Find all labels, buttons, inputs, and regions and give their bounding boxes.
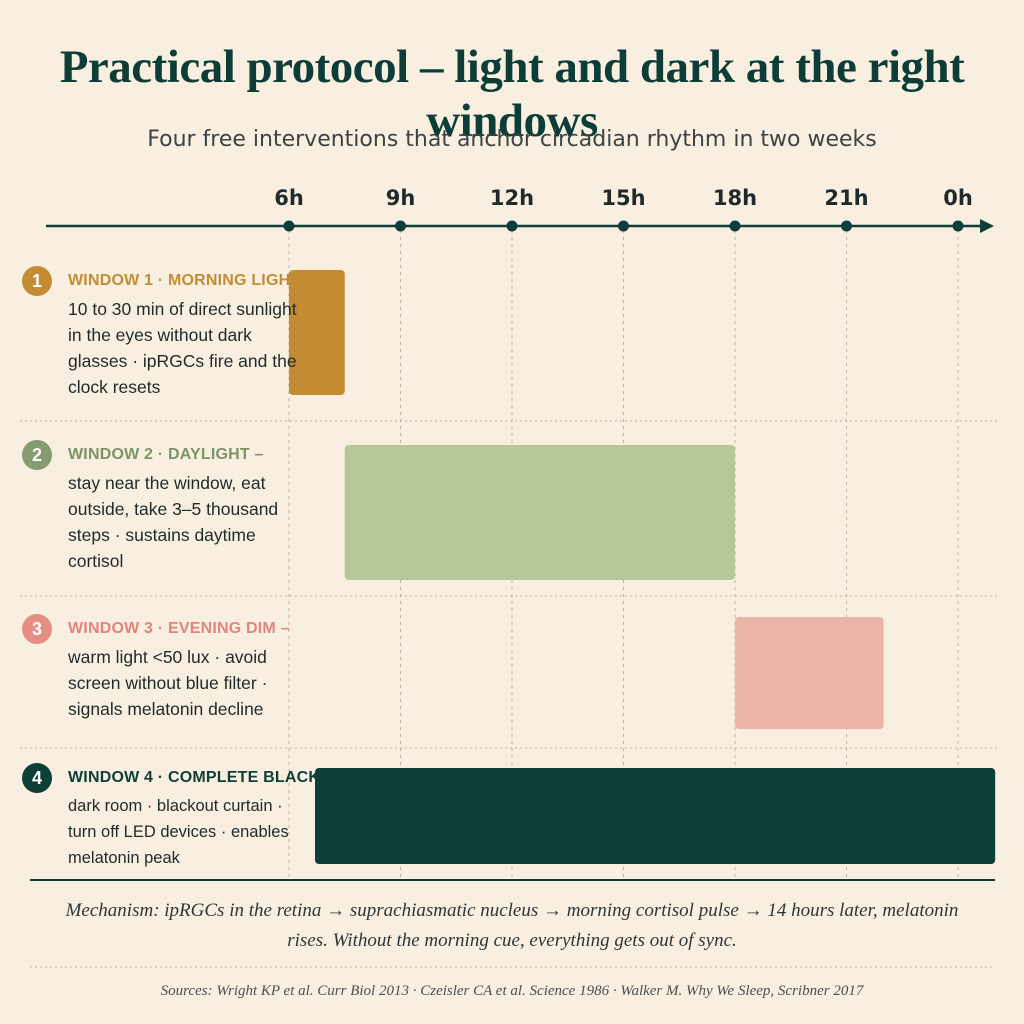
- bar-layer: [289, 270, 996, 864]
- bar-window-3: [735, 617, 884, 729]
- mechanism-note: Mechanism: ipRGCs in the retina → suprac…: [65, 900, 959, 951]
- row-heading: WINDOW 1 · MORNING LIGHT –: [68, 272, 315, 289]
- axis-layer: 6h 9h 12h 15h 18h 21h 0h: [46, 186, 994, 233]
- axis-tick-label: 9h: [386, 186, 416, 210]
- row-heading: WINDOW 4 · COMPLETE BLACKOUT –: [68, 769, 369, 786]
- axis-tick-label: 18h: [713, 186, 757, 210]
- axis-tick-dot: [729, 220, 741, 232]
- row-number-badge: 2: [22, 440, 52, 470]
- row-number-badge: 1: [22, 266, 52, 296]
- axis-tick-dot: [395, 220, 406, 232]
- bar-window-1: [289, 270, 345, 395]
- axis-tick-dot: [283, 220, 295, 232]
- axis-tick-dot: [952, 220, 964, 232]
- chart-title: Practical protocol – light and dark at t…: [59, 41, 965, 147]
- sources-note: Sources: Wright KP et al. Curr Biol 2013…: [160, 983, 864, 999]
- axis-tick-dot: [841, 220, 852, 232]
- axis-arrow: [980, 219, 994, 233]
- axis-tick-dot: [618, 220, 629, 232]
- axis-tick-label: 21h: [824, 186, 868, 210]
- axis-tick-label: 0h: [943, 186, 973, 210]
- row-description: 10 to 30 min of direct sunlight in the e…: [68, 299, 297, 397]
- axis-tick-label: 12h: [490, 186, 534, 210]
- axis-tick-label: 6h: [274, 186, 304, 210]
- bar-window-2: [344, 445, 735, 580]
- row-number-badge: 4: [22, 763, 52, 793]
- chart-subtitle: Four free interventions that anchor circ…: [147, 127, 877, 152]
- row-heading: WINDOW 3 · EVENING DIM –: [68, 620, 290, 637]
- row-description: dark room · blackout curtain · turn off …: [68, 797, 289, 867]
- row-description: warm light <50 lux · avoid screen withou…: [68, 647, 268, 719]
- row-description: stay near the window, eat outside, take …: [68, 473, 279, 571]
- axis-tick-dot: [506, 220, 518, 232]
- axis-tick-label: 15h: [601, 186, 645, 210]
- bar-window-4: [315, 768, 996, 864]
- row-number-badge: 3: [22, 614, 52, 644]
- row-heading: WINDOW 2 · DAYLIGHT –: [68, 446, 264, 463]
